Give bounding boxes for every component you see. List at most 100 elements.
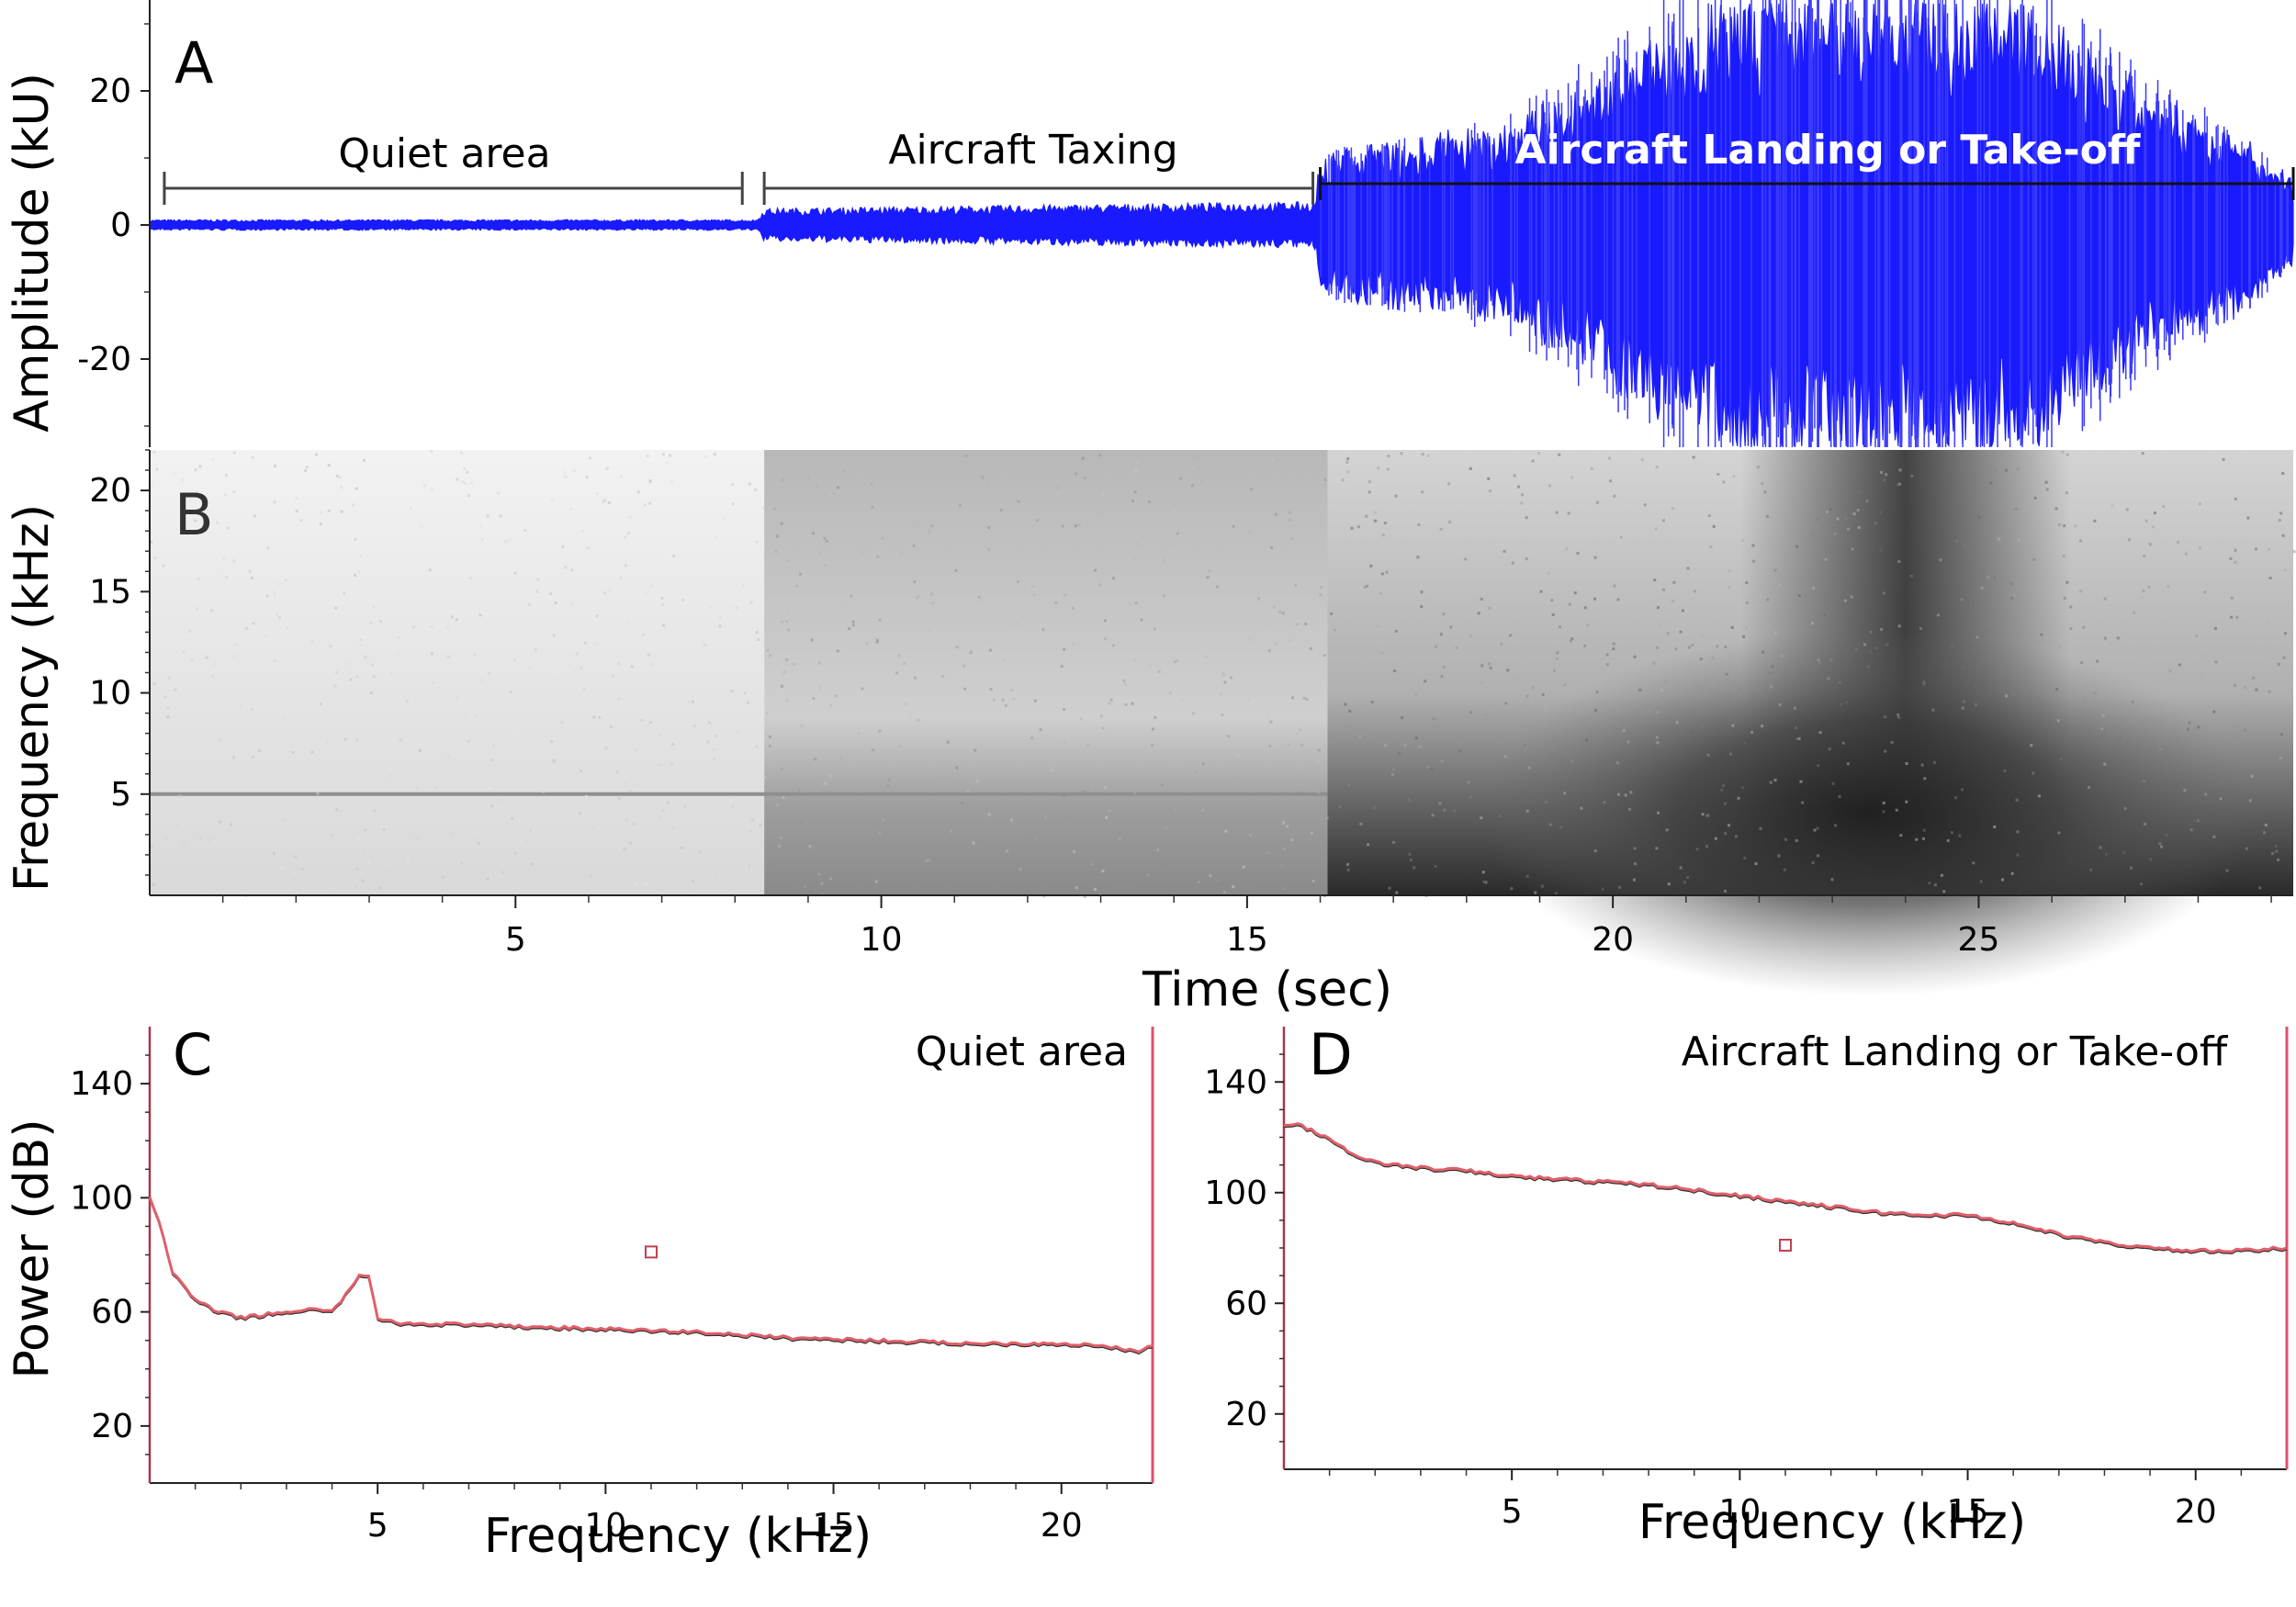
spectrogram-noise — [553, 677, 557, 680]
spectrogram-noise — [1741, 786, 1745, 790]
spectrogram-noise — [635, 747, 638, 751]
spectrogram-noise — [529, 828, 533, 832]
spectrogram-noise — [1836, 517, 1840, 521]
spectrogram-noise — [273, 464, 276, 467]
spectrogram-noise — [899, 551, 903, 555]
spectrogram-noise — [430, 450, 433, 454]
spectrogram-noise — [1156, 848, 1160, 851]
spectrogram-noise — [580, 770, 583, 773]
spectrogram-noise — [2069, 626, 2073, 630]
spectrogram-noise — [1573, 591, 1577, 595]
spectrogram-noise — [355, 867, 359, 871]
spectrogram-noise — [617, 797, 621, 801]
spectrogram-noise — [1823, 613, 1827, 617]
spectrogram-noise — [1140, 618, 1143, 622]
spectrogram-noise — [1661, 519, 1665, 523]
spectrogram-noise — [490, 759, 494, 762]
spectrogram-noise — [2083, 701, 2087, 704]
panel-d-title: Aircraft Landing or Take-off — [1682, 1028, 2229, 1075]
spectrogram-noise — [2142, 589, 2145, 592]
spectrogram-noise — [1395, 891, 1399, 894]
spectrogram-noise — [981, 476, 985, 479]
panel-b-x-ticks: 5 10 15 20 25 — [221, 895, 2272, 959]
spectrogram-noise — [284, 579, 287, 582]
spectrogram-noise — [1770, 685, 1773, 689]
spectrogram-noise — [820, 882, 824, 885]
spectrogram-noise — [1724, 832, 1728, 836]
spectrogram-noise — [755, 745, 759, 748]
spectrogram-noise — [2197, 725, 2200, 729]
spectrogram-noise — [1818, 661, 1822, 665]
spectrogram-noise — [410, 507, 413, 511]
spectrogram-noise — [1745, 601, 1749, 604]
spectrogram-noise — [225, 576, 229, 579]
spectrogram-noise — [291, 750, 295, 754]
spectrogram-noise — [1795, 545, 1799, 548]
spectrogram-noise — [338, 476, 342, 479]
spectrogram-noise — [2230, 615, 2234, 619]
spectrogram-noise — [1783, 868, 1786, 871]
spectrogram-noise — [1488, 606, 1491, 610]
spectrogram-noise — [569, 507, 573, 511]
spectrogram-noise — [1247, 697, 1251, 701]
spectrogram-noise — [1159, 492, 1163, 496]
spectrogram-noise — [1593, 597, 1597, 601]
spectrogram-noise — [219, 820, 222, 824]
spectrogram-noise — [1525, 874, 1529, 878]
spectrogram-noise — [1039, 728, 1042, 732]
spectrogram-noise — [1443, 808, 1446, 812]
spectrogram-noise — [1016, 793, 1019, 797]
spectrogram-noise — [564, 475, 568, 478]
spectrogram-noise — [1745, 581, 1749, 585]
spectrogram-noise — [373, 809, 377, 813]
spectrogram-noise — [535, 590, 539, 593]
spectrogram-noise — [164, 837, 168, 841]
spectrogram-noise — [1851, 547, 1854, 551]
spectrogram-noise — [1386, 467, 1390, 471]
spectrogram-noise — [2079, 590, 2083, 593]
spectrogram-noise — [1017, 500, 1020, 503]
spectrogram-noise — [478, 525, 482, 529]
spectrogram-noise — [1381, 534, 1385, 537]
spectrogram-noise — [1520, 501, 1524, 505]
spectrogram-noise — [2283, 632, 2287, 635]
spectrogram-noise — [1768, 671, 1772, 675]
spectrogram-noise — [1133, 557, 1137, 561]
spectrogram-noise — [152, 681, 156, 685]
spectrogram-noise — [823, 536, 827, 540]
spectrogram-noise — [2282, 656, 2286, 659]
spectrogram-noise — [1559, 826, 1562, 829]
spectrogram-noise — [1469, 466, 1472, 470]
spectrogram-noise — [1320, 788, 1323, 792]
spectrogram-noise — [722, 516, 726, 520]
spectrogram-noise — [1442, 665, 1446, 669]
spectrogram-noise — [1179, 477, 1183, 480]
spectrogram-noise — [1358, 735, 1362, 738]
spectrogram-noise — [198, 465, 202, 468]
spectrogram-noise — [1555, 892, 1559, 895]
spectrogram-noise — [1879, 548, 1883, 552]
spectrogram-noise — [980, 598, 984, 601]
spectrogram-noise — [372, 675, 376, 679]
spectrogram-noise — [1961, 706, 1964, 710]
spectrogram-noise — [2079, 539, 2083, 543]
spectrogram-noise — [848, 627, 851, 631]
spectrogram-noise — [1209, 874, 1212, 878]
spectrogram-noise — [195, 845, 198, 848]
spectrogram-noise — [1593, 849, 1597, 853]
spectrogram-noise — [456, 478, 459, 481]
spectrogram-noise — [1322, 500, 1325, 504]
spectrogram-noise — [2016, 853, 2020, 857]
spectrogram-noise — [1377, 466, 1380, 470]
spectrogram-noise — [364, 656, 367, 659]
spectrogram-noise — [1817, 764, 1820, 768]
spectrogram-noise — [1524, 744, 1527, 747]
spectrogram-noise — [1998, 537, 2001, 541]
spectrogram-noise — [1350, 526, 1354, 530]
spectrogram-noise — [670, 762, 673, 766]
spectrogram-noise — [1001, 698, 1005, 702]
spectrogram-noise — [1525, 746, 1528, 749]
spectrogram-noise — [988, 648, 992, 652]
spectrogram-noise — [513, 571, 517, 575]
